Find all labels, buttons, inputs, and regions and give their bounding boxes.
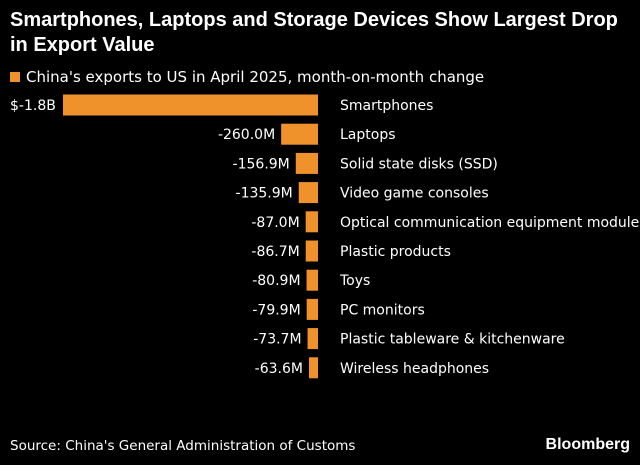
bar-9 (308, 357, 318, 379)
category-label-0: Smartphones (340, 98, 433, 114)
value-label-1: -260.0M (218, 127, 275, 143)
category-label-5: Plastic products (340, 244, 451, 260)
value-label-9: -63.6M (255, 361, 303, 377)
value-label-3: -135.9M (236, 186, 293, 202)
value-label-2: -156.9M (233, 156, 290, 172)
bar-8 (307, 328, 318, 350)
category-label-4: Optical communication equipment modules (340, 215, 640, 231)
chart-title: Smartphones, Laptops and Storage Devices… (10, 9, 618, 56)
value-label-5: -86.7M (251, 244, 299, 260)
category-label-1: Laptops (340, 127, 396, 143)
bar-3 (298, 182, 318, 204)
value-label-0: $-1.8B (10, 98, 56, 114)
legend-swatch (10, 72, 20, 82)
value-label-6: -80.9M (252, 273, 300, 289)
category-label-9: Wireless headphones (340, 361, 489, 377)
category-label-7: PC monitors (340, 302, 425, 318)
value-label-7: -79.9M (252, 302, 300, 318)
bar-7 (306, 298, 318, 320)
value-label-4: -87.0M (251, 215, 299, 231)
bar-4 (305, 211, 318, 233)
bar-0 (63, 94, 318, 116)
category-label-2: Solid state disks (SSD) (340, 156, 498, 172)
bar-2 (295, 152, 318, 174)
bloomberg-logo: Bloomberg (545, 436, 630, 453)
category-label-6: Toys (339, 273, 370, 289)
legend: China's exports to US in April 2025, mon… (10, 68, 484, 86)
bar-1 (281, 123, 318, 145)
bar-6 (306, 269, 318, 291)
bar-5 (305, 240, 318, 262)
value-label-8: -73.7M (253, 332, 301, 348)
source-note: Source: China's General Administration o… (10, 438, 356, 454)
legend-label: China's exports to US in April 2025, mon… (26, 68, 485, 86)
category-label-8: Plastic tableware & kitchenware (340, 332, 565, 348)
category-label-3: Video game consoles (340, 186, 489, 202)
